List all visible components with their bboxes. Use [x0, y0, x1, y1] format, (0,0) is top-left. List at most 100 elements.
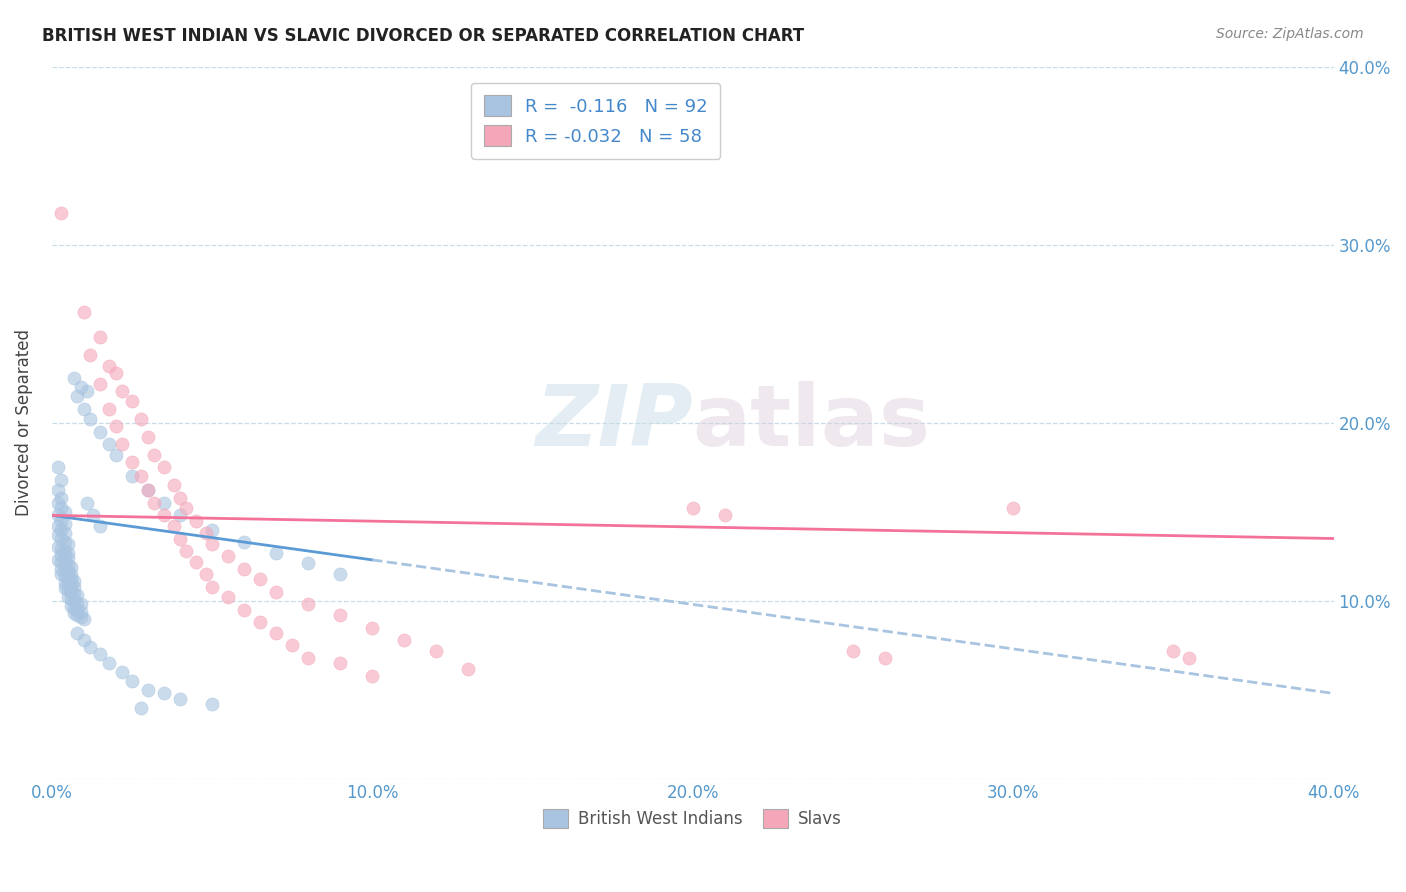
Point — [233, 562, 256, 576]
Point — [297, 650, 319, 665]
Text: Source: ZipAtlas.com: Source: ZipAtlas.com — [1216, 27, 1364, 41]
Point — [53, 517, 76, 532]
Point — [59, 560, 82, 574]
Point — [53, 549, 76, 564]
Point — [194, 567, 217, 582]
Point — [82, 508, 104, 523]
Point — [201, 537, 224, 551]
Point — [73, 612, 96, 626]
Point — [249, 615, 271, 630]
Point — [76, 496, 98, 510]
Point — [51, 542, 73, 557]
Point — [76, 384, 98, 398]
Point — [89, 376, 111, 391]
Point — [217, 549, 239, 564]
Point — [69, 605, 91, 619]
Point — [59, 573, 82, 587]
Point — [63, 607, 86, 621]
Point — [264, 585, 287, 599]
Point — [46, 508, 69, 523]
Point — [104, 419, 127, 434]
Point — [361, 621, 384, 635]
Point — [89, 330, 111, 344]
Point — [842, 643, 865, 657]
Point — [51, 473, 73, 487]
Text: atlas: atlas — [693, 381, 931, 464]
Point — [89, 647, 111, 661]
Point — [121, 455, 143, 469]
Point — [201, 580, 224, 594]
Point — [121, 673, 143, 688]
Point — [46, 519, 69, 533]
Point — [53, 535, 76, 549]
Point — [73, 633, 96, 648]
Point — [297, 557, 319, 571]
Point — [66, 608, 89, 623]
Point — [53, 526, 76, 541]
Point — [56, 551, 79, 566]
Point — [51, 514, 73, 528]
Point — [153, 686, 176, 700]
Point — [56, 566, 79, 580]
Point — [51, 532, 73, 546]
Point — [1002, 501, 1025, 516]
Y-axis label: Divorced or Separated: Divorced or Separated — [15, 329, 32, 516]
Point — [233, 603, 256, 617]
Point — [66, 596, 89, 610]
Point — [131, 469, 153, 483]
Point — [56, 591, 79, 605]
Point — [329, 656, 352, 670]
Point — [162, 478, 184, 492]
Point — [98, 401, 121, 416]
Point — [53, 576, 76, 591]
Point — [69, 380, 91, 394]
Point — [169, 508, 191, 523]
Point — [1163, 643, 1185, 657]
Point — [56, 558, 79, 573]
Point — [136, 483, 159, 498]
Point — [233, 535, 256, 549]
Point — [51, 567, 73, 582]
Point — [89, 519, 111, 533]
Point — [153, 460, 176, 475]
Point — [59, 578, 82, 592]
Point — [136, 430, 159, 444]
Point — [46, 553, 69, 567]
Point — [51, 523, 73, 537]
Point — [176, 501, 198, 516]
Point — [53, 569, 76, 583]
Point — [394, 633, 416, 648]
Point — [69, 610, 91, 624]
Point — [56, 546, 79, 560]
Legend: British West Indians, Slavs: British West Indians, Slavs — [537, 802, 849, 835]
Point — [104, 448, 127, 462]
Point — [66, 589, 89, 603]
Point — [873, 650, 896, 665]
Point — [682, 501, 704, 516]
Point — [69, 598, 91, 612]
Point — [56, 576, 79, 591]
Point — [46, 541, 69, 555]
Point — [63, 601, 86, 615]
Point — [111, 665, 134, 679]
Point — [184, 555, 207, 569]
Point — [361, 668, 384, 682]
Point — [136, 483, 159, 498]
Point — [143, 448, 166, 462]
Point — [297, 598, 319, 612]
Point — [98, 437, 121, 451]
Point — [136, 682, 159, 697]
Point — [59, 592, 82, 607]
Point — [59, 585, 82, 599]
Point — [201, 523, 224, 537]
Point — [46, 496, 69, 510]
Point — [53, 564, 76, 578]
Point — [98, 656, 121, 670]
Point — [51, 555, 73, 569]
Text: ZIP: ZIP — [536, 381, 693, 464]
Point — [329, 608, 352, 623]
Point — [329, 567, 352, 582]
Point — [53, 505, 76, 519]
Point — [264, 626, 287, 640]
Point — [59, 567, 82, 582]
